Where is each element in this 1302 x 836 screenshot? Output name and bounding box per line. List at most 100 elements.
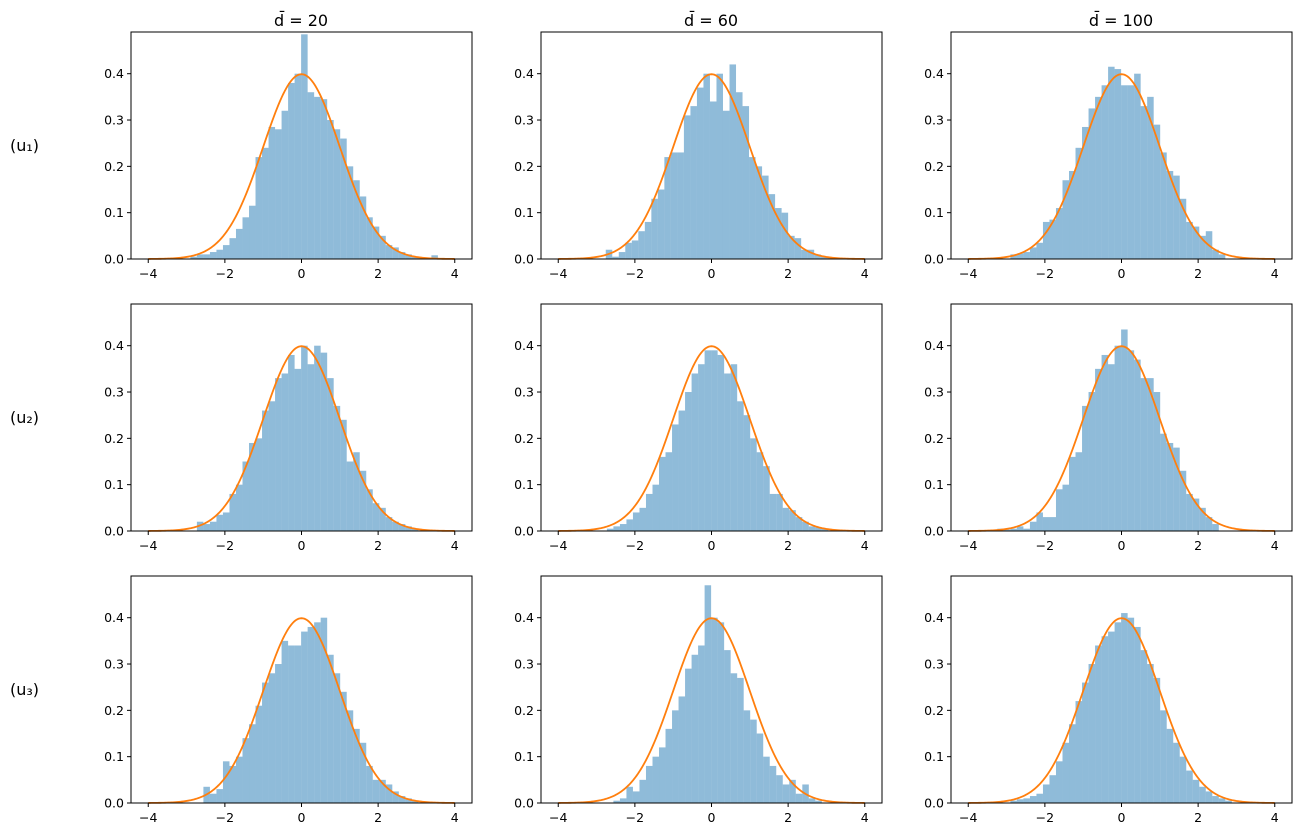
- histogram-bar: [1225, 800, 1232, 803]
- y-tick-label: 0.2: [104, 703, 124, 718]
- histogram-bar: [756, 452, 764, 531]
- histogram-bar: [1147, 664, 1154, 803]
- histogram-bar: [1088, 108, 1096, 259]
- histogram-bar: [696, 87, 704, 259]
- y-tick-label: 0.0: [924, 796, 944, 811]
- histogram-bar: [281, 110, 289, 259]
- histogram-bar: [288, 645, 295, 803]
- histogram-bar: [294, 73, 302, 259]
- histogram-bar: [405, 254, 412, 259]
- histogram-bar: [222, 512, 230, 531]
- x-tick-label: 4: [451, 266, 459, 281]
- y-tick-label: 0.3: [924, 657, 944, 672]
- y-tick-label: 0.4: [104, 66, 124, 81]
- panel-r1-c3: −4 −2 0 2 4 0.0 0.1 0.2 0.3 0.4: [924, 31, 1293, 281]
- histogram-bar: [652, 756, 660, 803]
- histogram-bar: [372, 503, 380, 531]
- histogram-bar: [405, 798, 412, 803]
- histogram-bar: [346, 710, 354, 803]
- x-tick-label: −4: [549, 810, 567, 825]
- x-tick-label: 0: [708, 810, 716, 825]
- histogram-bar: [768, 194, 776, 259]
- histogram-bar: [346, 461, 354, 531]
- histogram-bar: [385, 784, 393, 803]
- histogram-bar: [359, 742, 367, 803]
- histogram-bar: [775, 208, 782, 259]
- histogram-bar: [1029, 247, 1037, 259]
- histogram-bar: [1179, 470, 1187, 531]
- histogram-bar: [1095, 368, 1102, 531]
- y-tick-label: 0.1: [924, 749, 944, 764]
- histogram-bar: [398, 796, 406, 803]
- histogram-bar: [639, 507, 646, 531]
- y-tick-label: 0.4: [924, 610, 944, 625]
- histogram-bar: [307, 364, 315, 531]
- histogram-bar: [333, 405, 341, 531]
- y-tick-label: 0.4: [104, 610, 124, 625]
- histogram-bar: [1055, 761, 1063, 803]
- histogram-bar: [1212, 524, 1219, 531]
- histogram-bar: [281, 373, 289, 531]
- x-tick-label: 0: [1118, 810, 1126, 825]
- histogram-bar: [203, 524, 210, 531]
- histogram-bar: [242, 738, 250, 803]
- histogram-bar: [392, 521, 399, 531]
- histogram-bar: [1218, 254, 1226, 259]
- y-tick-label: 0.0: [514, 252, 534, 267]
- histogram-bar: [1134, 626, 1141, 803]
- histogram-bar: [1186, 221, 1193, 259]
- histogram-bar: [255, 157, 263, 259]
- histogram-bar: [722, 110, 730, 259]
- histogram-bar: [665, 452, 673, 531]
- histogram-bar: [789, 779, 796, 803]
- histogram-bar: [327, 120, 334, 260]
- y-tick-label: 0.3: [104, 385, 124, 400]
- histogram-bar: [1147, 378, 1154, 531]
- histogram-bar: [372, 226, 380, 259]
- histogram-bar: [619, 524, 627, 531]
- histogram-bar: [1042, 221, 1050, 259]
- x-tick-label: 0: [1118, 538, 1126, 553]
- histogram-bar: [1016, 253, 1024, 259]
- histogram-bar: [736, 92, 743, 259]
- histogram-bar: [203, 254, 210, 259]
- normal-pdf-curve: [148, 73, 455, 260]
- histogram-bar: [255, 705, 263, 803]
- histogram-bar: [385, 245, 393, 259]
- x-tick-label: 4: [451, 810, 459, 825]
- histogram-bar: [1127, 350, 1135, 531]
- panel-r3-c3: −4 −2 0 2 4 0.0 0.1 0.2 0.3 0.4: [924, 575, 1293, 825]
- x-tick-label: 2: [1194, 538, 1202, 553]
- histogram-bar: [815, 800, 822, 803]
- histogram-bar: [222, 245, 230, 259]
- histogram-bar: [405, 526, 412, 531]
- histogram-bar: [216, 249, 223, 259]
- histogram-bar: [769, 765, 777, 803]
- histogram-bar: [808, 798, 816, 803]
- histogram-bar: [664, 157, 671, 259]
- histogram-bar: [685, 392, 692, 531]
- histogram-bar: [626, 786, 633, 803]
- histogram-bar: [398, 524, 406, 531]
- histogram-bar: [1153, 392, 1161, 531]
- histogram-bar: [392, 791, 399, 803]
- histogram-bar: [1101, 636, 1109, 803]
- histogram-bar: [249, 724, 256, 803]
- x-tick-label: −2: [1036, 538, 1054, 553]
- panel-r3-c1: −4 −2 0 2 4 0.0 0.1 0.2 0.3 0.4: [104, 575, 473, 825]
- histogram-bar: [1114, 622, 1122, 803]
- normal-pdf-curve: [968, 73, 1275, 260]
- histogram-bar: [340, 138, 347, 259]
- column-title-3: d̄ = 100: [1089, 11, 1153, 30]
- histogram-bar: [1029, 796, 1037, 803]
- histogram-bar: [769, 493, 777, 531]
- histogram-bar: [262, 682, 269, 803]
- x-tick-label: −2: [216, 538, 234, 553]
- x-tick-label: −4: [549, 266, 567, 281]
- histogram-bar: [1062, 742, 1070, 803]
- histogram-bar: [1049, 219, 1056, 259]
- y-tick-label: 0.1: [104, 749, 124, 764]
- histogram-bar: [1069, 456, 1076, 531]
- histogram-bar: [431, 255, 438, 259]
- histogram-bar: [1023, 528, 1030, 531]
